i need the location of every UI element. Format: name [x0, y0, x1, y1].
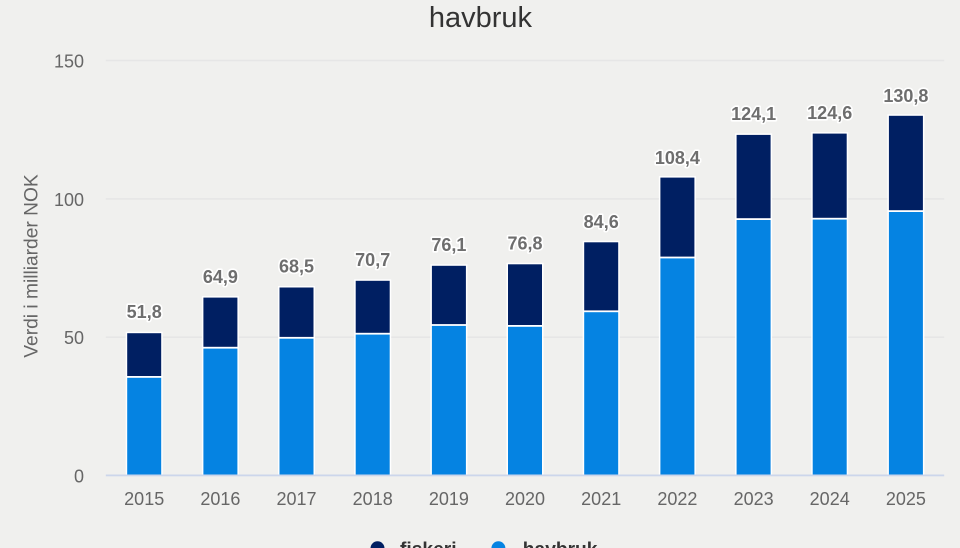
svg-text:76,1: 76,1 — [431, 235, 466, 255]
svg-text:50: 50 — [64, 328, 84, 348]
svg-text:2023: 2023 — [734, 489, 774, 509]
svg-text:130,8: 130,8 — [883, 86, 928, 106]
svg-text:Verdi i milliarder NOK: Verdi i milliarder NOK — [22, 174, 43, 358]
svg-text:2025: 2025 — [886, 489, 926, 509]
svg-text:2020: 2020 — [505, 489, 545, 509]
svg-text:2022: 2022 — [657, 489, 697, 509]
svg-text:2015: 2015 — [124, 489, 164, 509]
svg-text:124,6: 124,6 — [807, 103, 852, 123]
svg-text:124,1: 124,1 — [731, 104, 776, 124]
svg-text:51,8: 51,8 — [127, 302, 162, 322]
svg-text:68,5: 68,5 — [279, 257, 314, 277]
svg-text:havbruk: havbruk — [429, 2, 533, 34]
svg-text:108,4: 108,4 — [655, 148, 700, 168]
svg-text:2024: 2024 — [810, 489, 850, 509]
svg-text:2017: 2017 — [276, 489, 316, 509]
svg-text:havbruk: havbruk — [523, 540, 598, 548]
svg-text:70,7: 70,7 — [355, 250, 390, 270]
svg-text:0: 0 — [74, 466, 84, 486]
svg-text:64,9: 64,9 — [203, 267, 238, 287]
svg-text:2018: 2018 — [353, 489, 393, 509]
svg-text:76,8: 76,8 — [507, 234, 542, 254]
svg-text:2016: 2016 — [200, 489, 240, 509]
svg-text:100: 100 — [54, 190, 84, 210]
svg-text:2019: 2019 — [429, 489, 469, 509]
svg-text:fiskeri: fiskeri — [400, 540, 457, 548]
svg-text:84,6: 84,6 — [584, 212, 619, 232]
svg-text:150: 150 — [54, 51, 84, 71]
svg-text:2021: 2021 — [581, 489, 621, 509]
